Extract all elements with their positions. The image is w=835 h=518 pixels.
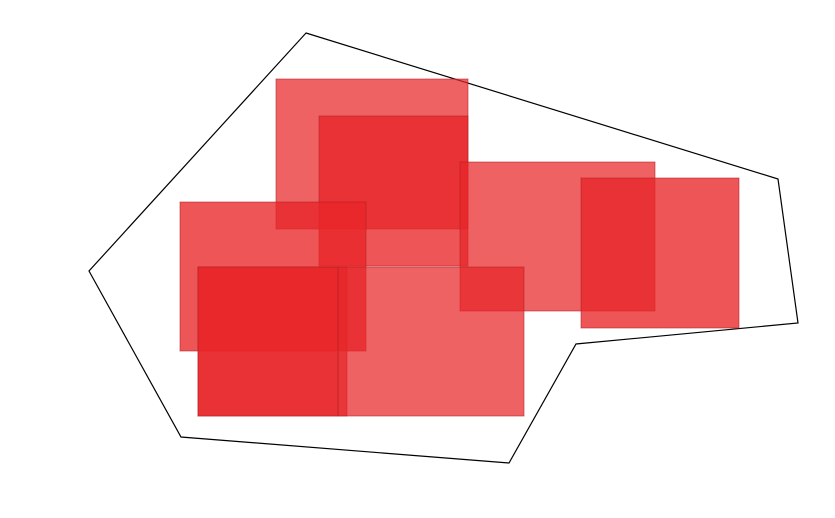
red-rectangle	[580, 177, 740, 329]
red-rectangle	[337, 266, 525, 417]
outline-polygon	[88, 32, 799, 464]
red-rectangle	[197, 266, 339, 417]
